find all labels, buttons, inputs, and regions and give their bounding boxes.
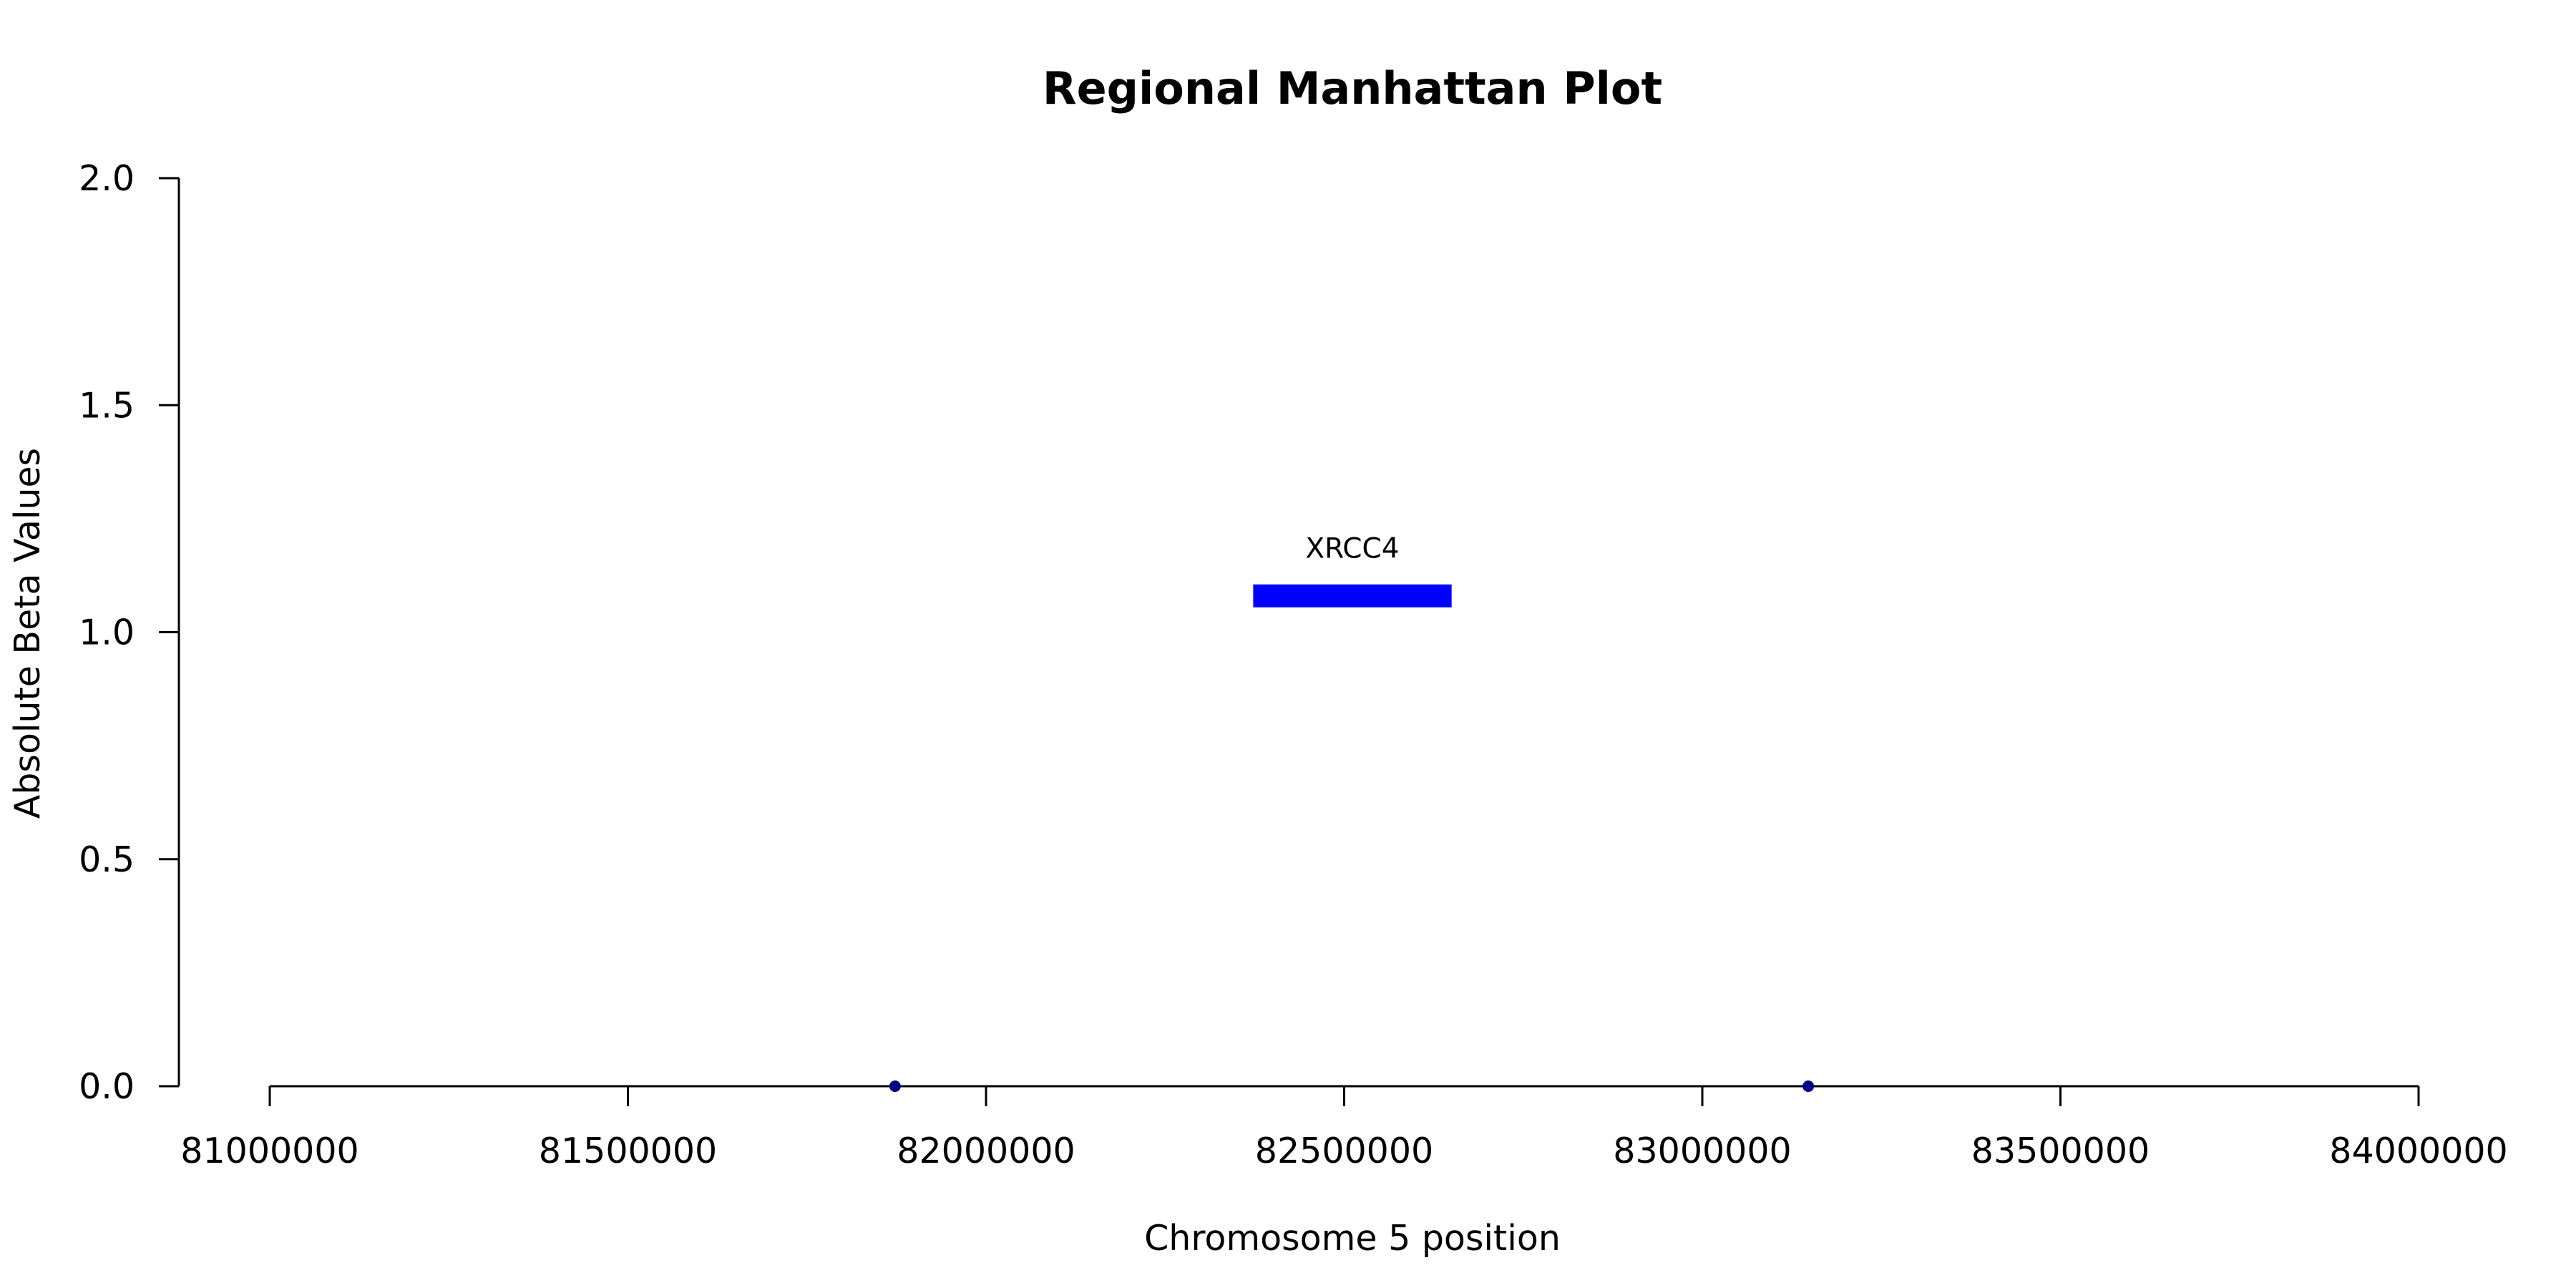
x-tick-label: 81500000 (539, 1131, 717, 1171)
x-axis-label: Chromosome 5 position (1144, 1218, 1561, 1259)
y-tick-label: 1.5 (79, 385, 135, 426)
x-tick-label: 82000000 (897, 1131, 1075, 1171)
gene-label: XRCC4 (1305, 533, 1399, 565)
data-point (889, 1080, 901, 1092)
gene-bar (1253, 584, 1452, 608)
x-tick-label: 81000000 (180, 1131, 358, 1171)
data-point (1802, 1080, 1815, 1092)
gene-annotations: XRCC4 (1253, 533, 1452, 608)
axes: 0.0 0.5 1.0 1.5 2.0 81000000 81500000 82000000 8… (79, 158, 2508, 1171)
x-tick-label: 82500000 (1255, 1131, 1433, 1171)
x-tick-label: 84000000 (2329, 1131, 2507, 1171)
chart-title: Regional Manhattan Plot (1043, 62, 1662, 114)
y-tick-label: 1.0 (79, 613, 135, 653)
y-tick-label: 2.0 (79, 158, 135, 199)
data-points (889, 1080, 1815, 1092)
y-tick-label: 0.5 (79, 839, 135, 880)
x-tick-label: 83500000 (1971, 1131, 2150, 1171)
y-axis-label: Absolute Beta Values (7, 448, 48, 819)
y-tick-label: 0.0 (79, 1066, 135, 1107)
x-tick-label: 83000000 (1613, 1131, 1791, 1171)
